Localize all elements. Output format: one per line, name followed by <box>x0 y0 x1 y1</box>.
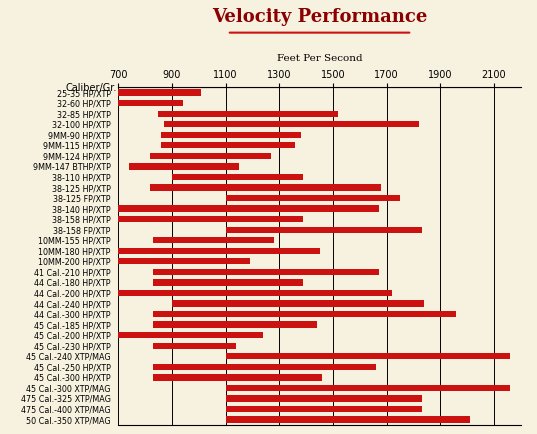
Bar <box>161 132 301 138</box>
Bar <box>118 258 250 264</box>
Bar <box>118 216 303 222</box>
Bar <box>150 184 381 191</box>
Bar <box>153 342 236 349</box>
Bar <box>153 279 303 286</box>
Bar <box>161 142 295 148</box>
Text: Feet Per Second: Feet Per Second <box>277 54 362 63</box>
Bar <box>226 406 422 412</box>
Bar <box>226 195 400 201</box>
Text: Velocity Performance: Velocity Performance <box>212 8 427 26</box>
Bar <box>153 311 456 317</box>
Bar <box>164 121 419 128</box>
Bar <box>118 332 263 339</box>
Bar <box>158 111 338 117</box>
Bar <box>172 300 424 307</box>
Bar <box>118 205 379 212</box>
Bar <box>226 395 422 401</box>
Bar <box>226 353 510 359</box>
Bar <box>226 385 510 391</box>
Text: Caliber/Gr.: Caliber/Gr. <box>66 82 117 92</box>
Bar <box>153 269 379 275</box>
Bar <box>172 174 303 180</box>
Bar <box>150 153 271 159</box>
Bar <box>129 163 239 170</box>
Bar <box>153 374 322 381</box>
Bar <box>153 237 274 243</box>
Bar <box>118 89 201 96</box>
Bar <box>226 227 422 233</box>
Bar <box>153 322 317 328</box>
Bar <box>226 416 470 423</box>
Bar <box>118 248 320 254</box>
Bar <box>118 100 183 106</box>
Bar <box>118 290 392 296</box>
Bar <box>153 364 376 370</box>
